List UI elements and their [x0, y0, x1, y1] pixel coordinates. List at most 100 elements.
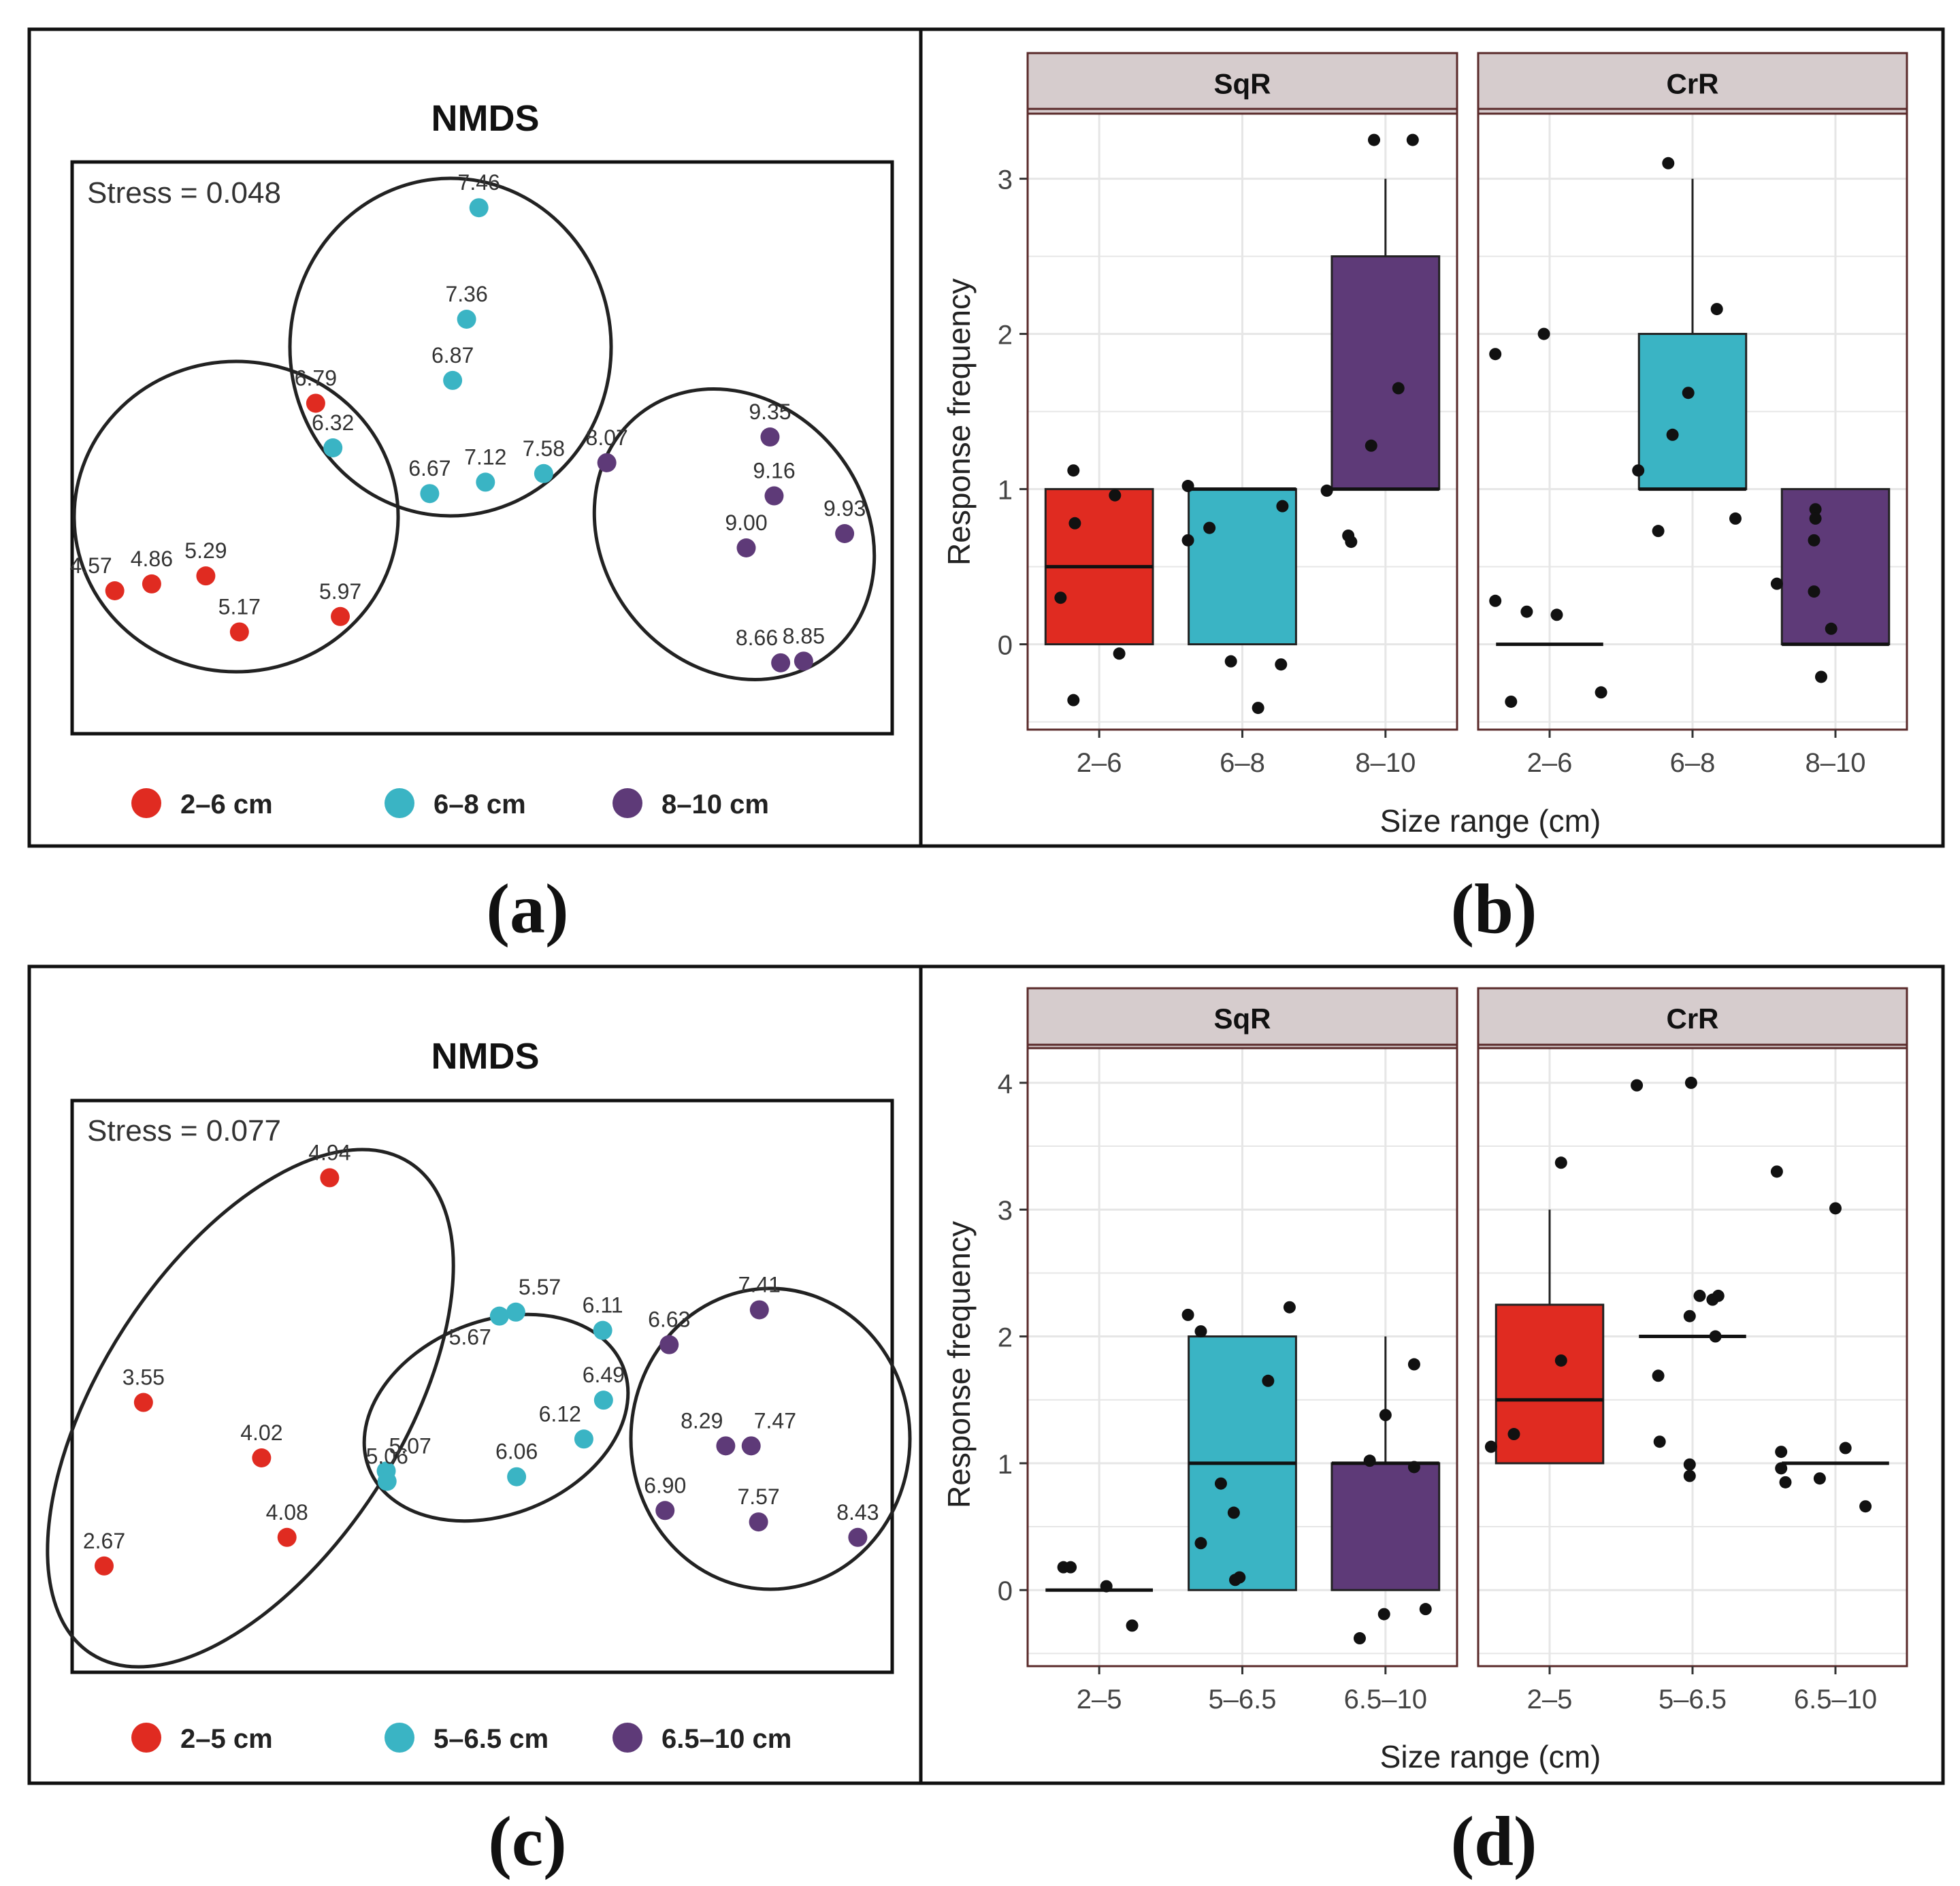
y-tick-label: 3 [998, 165, 1013, 195]
nmds-point-label: 8.29 [681, 1408, 723, 1433]
nmds-point [133, 1393, 153, 1412]
y-tick-label: 2 [998, 321, 1013, 351]
nmds-point-label: 5.57 [519, 1275, 561, 1299]
nmds-point [597, 453, 617, 472]
nmds-point [749, 1512, 768, 1532]
x-tick-label: 6.5–10 [1344, 1685, 1427, 1714]
data-point [1554, 1156, 1567, 1169]
data-point [1683, 1310, 1696, 1322]
x-tick-label: 2–6 [1077, 748, 1122, 778]
data-point [1653, 1435, 1666, 1448]
legend-swatch [385, 1723, 414, 1753]
nmds-point-label: 7.12 [464, 444, 506, 469]
data-point [1345, 536, 1358, 549]
panel-a-nmds: NMDS Stress = 0.048 4.57 4.86 5.29 5.17 5.97… [27, 27, 923, 948]
nmds-point-label: 7.47 [754, 1408, 796, 1433]
legend-swatch [612, 788, 642, 818]
nmds-point [848, 1527, 868, 1547]
nmds-point [196, 566, 216, 586]
data-point [1779, 1476, 1792, 1489]
nmds-point-label: 6.87 [431, 343, 474, 368]
nmds-point [760, 427, 780, 447]
y-tick-label: 1 [998, 476, 1013, 506]
nmds-point [794, 651, 813, 671]
data-point [1252, 702, 1264, 715]
nmds-point-label: 7.58 [523, 436, 565, 461]
nmds-point [716, 1436, 736, 1456]
data-point [1808, 534, 1820, 547]
data-point [1775, 1462, 1788, 1475]
panel-caption-d: (d) [1450, 1802, 1537, 1881]
nmds-clusters [46, 1148, 912, 1669]
data-point [1368, 133, 1381, 146]
facet-strip [1477, 987, 1908, 1050]
nmds-point [252, 1448, 272, 1467]
x-axis-title: Size range (cm) [1380, 803, 1601, 839]
nmds-point [593, 1391, 613, 1410]
nmds-point [320, 1168, 340, 1188]
nmds-title: NMDS [431, 98, 540, 139]
nmds-point-label: 6.90 [644, 1473, 686, 1497]
legend-label: 8–10 cm [662, 790, 769, 819]
facet-strip [1026, 987, 1458, 1050]
legend-swatch [131, 1723, 161, 1753]
nmds-point [323, 438, 343, 457]
nmds-point-label: 7.57 [737, 1484, 779, 1509]
data-point [1859, 1500, 1872, 1513]
nmds-point-label: 6.67 [408, 456, 451, 481]
nmds-point-label: 6.12 [539, 1401, 581, 1426]
y-tick-label: 0 [998, 631, 1013, 661]
data-point [1809, 503, 1822, 516]
cluster-ellipse-red [46, 1148, 455, 1669]
nmds-point-label: 5.67 [449, 1325, 491, 1350]
data-point [1537, 327, 1550, 340]
data-point [1770, 1165, 1783, 1178]
data-point [1770, 577, 1783, 590]
legend-swatch [385, 788, 414, 818]
nmds-point-label: 7.46 [458, 170, 500, 195]
data-point [1262, 1374, 1275, 1387]
data-point [1683, 1458, 1696, 1471]
nmds-title: NMDS [431, 1036, 540, 1077]
nmds-plot-frame [70, 160, 894, 736]
y-axis-title: Response frequency [941, 1221, 977, 1508]
facet-strip [1477, 52, 1908, 115]
panel-b-boxplot: 0 1 2 3 SqR 2–6 6–8 8–10 CrR 2–6 6–8 8–10 Size rang… [919, 27, 1945, 948]
nmds-point-label: 4.08 [266, 1500, 308, 1525]
data-point [1419, 1603, 1432, 1616]
x-tick-label: 2–5 [1077, 1685, 1122, 1714]
nmds-point [489, 1306, 509, 1326]
y-tick-label: 3 [998, 1196, 1013, 1226]
nmds-point [835, 524, 855, 543]
x-tick-label: 8–10 [1355, 748, 1416, 778]
data-point [1520, 605, 1533, 618]
data-point [1100, 1580, 1113, 1593]
data-point [1632, 464, 1645, 477]
cluster-ellipse-purple [629, 1286, 912, 1591]
nmds-point [443, 370, 463, 390]
data-point [1489, 594, 1502, 607]
data-point [1507, 1428, 1520, 1441]
nmds-point [507, 1467, 527, 1486]
legend-label: 2–5 cm [180, 1724, 273, 1754]
data-point [1392, 382, 1405, 395]
box [1330, 255, 1441, 491]
nmds-point [749, 1300, 769, 1320]
data-point [1275, 658, 1288, 671]
facet-strip-label: CrR [1666, 68, 1718, 100]
nmds-point-label: 8.85 [783, 623, 825, 648]
data-point [1652, 1369, 1665, 1382]
nmds-point-label: 5.07 [389, 1433, 431, 1458]
legend-label: 6–8 cm [434, 790, 526, 819]
nmds-point [94, 1556, 114, 1576]
data-point [1682, 387, 1695, 400]
cluster-ellipse-cyan [362, 1312, 630, 1523]
data-point [1809, 512, 1822, 525]
data-point [1775, 1446, 1788, 1459]
box [1330, 1462, 1441, 1591]
legend-swatch [612, 1723, 642, 1753]
panel-c-nmds: NMDS Stress = 0.077 4.94 3.55 4.02 4.08 2.67… [27, 964, 923, 1881]
legend-label: 5–6.5 cm [434, 1724, 549, 1754]
data-point [1181, 1308, 1194, 1321]
